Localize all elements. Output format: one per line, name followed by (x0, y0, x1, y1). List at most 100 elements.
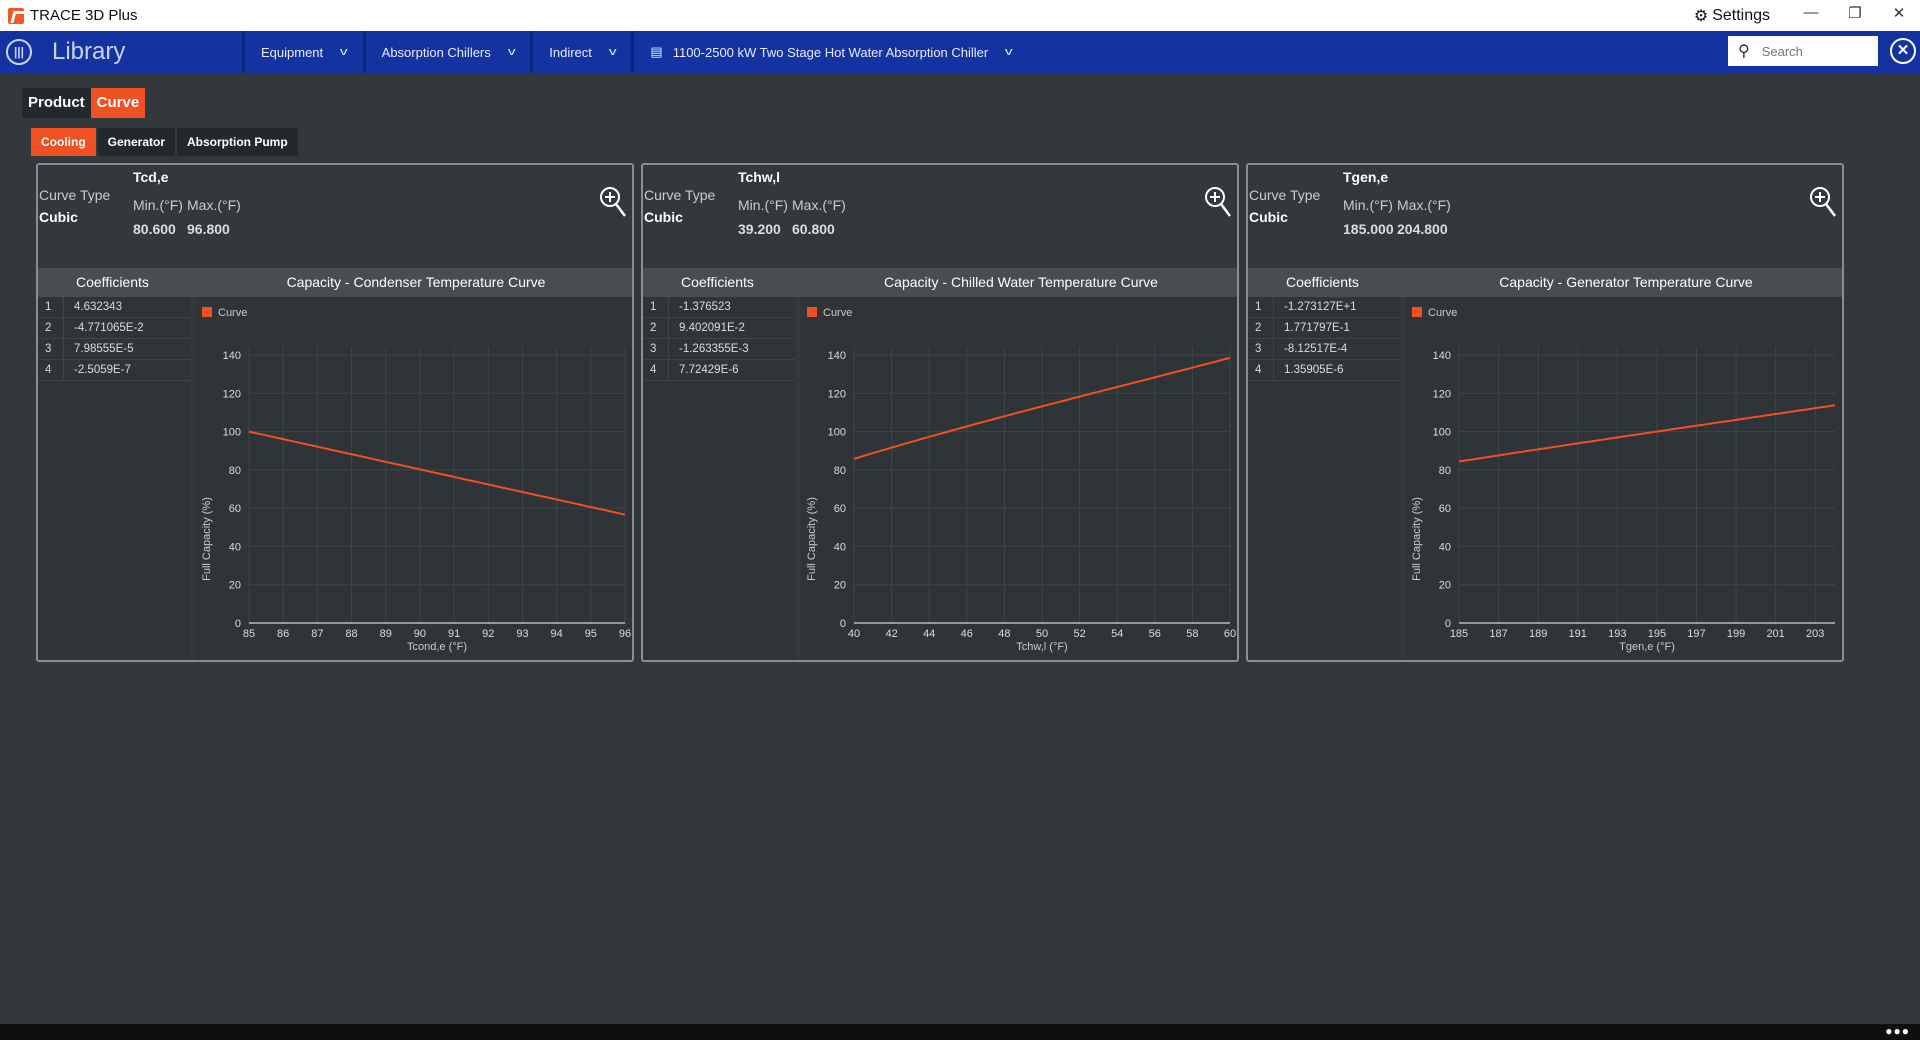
zoom-in-icon[interactable] (1808, 185, 1838, 219)
breadcrumb-equipment[interactable]: Equipment v (242, 31, 363, 73)
panel-header: Coefficients Capacity - Chilled Water Tem… (643, 268, 1237, 297)
chevron-down-icon: v (340, 46, 348, 58)
panel-header: Coefficients Capacity - Generator Tempera… (1248, 268, 1842, 297)
y-tick-label: 0 (840, 618, 846, 630)
x-tick-label: 91 (448, 628, 460, 640)
chart: Curve 0 20 40 60 80 100 120 140 185 187 189 191 193 19… (1406, 297, 1842, 660)
restore-icon[interactable]: ❐ (1848, 5, 1862, 22)
min-value: 185.000 (1343, 221, 1394, 237)
sub-tabs: Cooling Generator Absorption Pump (31, 128, 300, 156)
legend-label: Curve (1428, 307, 1457, 319)
y-tick-label: 140 (1433, 350, 1451, 362)
legend-swatch (1412, 307, 1422, 317)
close-library-icon[interactable]: ✕ (1890, 38, 1916, 64)
x-tick-label: 54 (1111, 628, 1123, 640)
y-tick-label: 20 (229, 580, 241, 592)
curve-panel: Tchw,l Curve Type Cubic Min.(°F) Max.(°F… (641, 163, 1239, 662)
y-tick-label: 120 (828, 388, 846, 400)
x-tick-label: 195 (1648, 628, 1666, 640)
x-tick-label: 189 (1529, 628, 1547, 640)
breadcrumb-absorption-chillers[interactable]: Absorption Chillers v (362, 31, 531, 73)
chart-svg: Curve 0 20 40 60 80 100 120 140 185 187 189 191 193 19… (1411, 307, 1836, 653)
max-value: 96.800 (187, 221, 230, 237)
minimize-icon[interactable]: — (1803, 4, 1819, 21)
coefficient-row: 2 1.771797E-1 (1248, 318, 1400, 339)
max-label: Max.(°F) (187, 197, 241, 213)
y-tick-label: 100 (1433, 427, 1451, 439)
x-tick-label: 197 (1687, 628, 1705, 640)
min-label: Min.(°F) (133, 197, 183, 213)
breadcrumb-product[interactable]: ▤ 1100-2500 kW Two Stage Hot Water Absorp… (631, 31, 1027, 73)
curve-panel: Tgen,e Curve Type Cubic Min.(°F) Max.(°F… (1246, 163, 1844, 662)
tab-generator[interactable]: Generator (97, 128, 176, 156)
legend-swatch (807, 307, 817, 317)
x-tick-label: 58 (1186, 628, 1198, 640)
zoom-in-icon[interactable] (598, 185, 628, 219)
curve-line (248, 430, 626, 516)
tab-product[interactable]: Product (22, 88, 91, 118)
app-logo-icon (8, 7, 24, 24)
y-tick-label: 0 (235, 618, 241, 630)
gear-icon: ⚙ (1693, 8, 1709, 25)
x-tick-label: 96 (619, 628, 631, 640)
zoom-in-icon[interactable] (1203, 185, 1233, 219)
x-tick-label: 42 (885, 628, 897, 640)
chart: Curve 0 20 40 60 80 100 120 140 85 86 87 88 89 90 91 92 9… (196, 297, 632, 660)
coefficients-table: 1 4.632343 2 -4.771065E-2 3 7.98555E-5 4 -2.505… (38, 297, 190, 660)
app-title: TRACE 3D Plus (30, 7, 138, 24)
legend-swatch (202, 307, 212, 317)
x-tick-label: 86 (277, 628, 289, 640)
legend-label: Curve (218, 307, 247, 319)
settings-button[interactable]: ⚙ Settings (1693, 7, 1770, 25)
max-value: 60.800 (792, 221, 835, 237)
close-window-icon[interactable]: ✕ (1892, 5, 1906, 22)
min-value: 39.200 (738, 221, 781, 237)
x-tick-label: 85 (243, 628, 255, 640)
x-tick-label: 48 (998, 628, 1010, 640)
search-icon: ⚲ (1738, 43, 1750, 60)
max-label: Max.(°F) (792, 197, 846, 213)
y-tick-label: 140 (828, 350, 846, 362)
x-tick-label: 46 (961, 628, 973, 640)
x-tick-label: 191 (1569, 628, 1587, 640)
coefficient-row: 3 7.98555E-5 (38, 339, 190, 360)
breadcrumb-indirect[interactable]: Indirect v (530, 31, 631, 73)
y-tick-label: 40 (834, 541, 846, 553)
library-icon[interactable]: ||| (6, 39, 32, 65)
coefficient-row: 1 -1.273127E+1 (1248, 297, 1400, 318)
x-tick-label: 60 (1224, 628, 1236, 640)
curve-type-value: Cubic (39, 209, 78, 225)
coefficient-row: 3 -1.263355E-3 (643, 339, 795, 360)
main-tabs: Product Curve (22, 88, 146, 118)
y-axis-label: Full Capacity (%) (1411, 497, 1423, 581)
chart-title: Capacity - Condenser Temperature Curve (286, 274, 546, 290)
coefficient-row: 1 4.632343 (38, 297, 190, 318)
x-axis-label: Tgen,e (°F) (1619, 641, 1675, 653)
variable-name: Tcd,e (133, 169, 169, 185)
y-axis-label: Full Capacity (%) (201, 497, 213, 581)
search-input[interactable]: ⚲ Search (1728, 36, 1878, 66)
chart-title: Capacity - Generator Temperature Curve (1499, 274, 1753, 290)
x-tick-label: 44 (923, 628, 935, 640)
y-tick-label: 80 (834, 465, 846, 477)
curve-line (1458, 404, 1836, 463)
library-title: Library (52, 38, 126, 65)
curve-type-label: Curve Type (39, 187, 111, 203)
tab-absorption-pump[interactable]: Absorption Pump (177, 128, 298, 156)
x-tick-label: 90 (414, 628, 426, 640)
more-icon[interactable]: ●●● (1885, 1024, 1910, 1038)
tab-curve[interactable]: Curve (90, 88, 146, 118)
x-axis-label: Tcond,e (°F) (407, 641, 467, 653)
chevron-down-icon: v (507, 46, 516, 58)
coefficients-table: 1 -1.273127E+1 2 1.771797E-1 3 -8.12517E-4 4 1.… (1248, 297, 1400, 660)
chart-title: Capacity - Chilled Water Temperature Cur… (884, 274, 1158, 290)
x-tick-label: 193 (1608, 628, 1626, 640)
y-tick-label: 20 (834, 580, 846, 592)
panel-header: Coefficients Capacity - Condenser Tempera… (38, 268, 632, 297)
library-nav: ||| Library Equipment v Absorption Chille… (0, 31, 1920, 73)
coefficients-header: Coefficients (681, 274, 754, 290)
coefficients-header: Coefficients (76, 274, 149, 290)
curve-line (853, 356, 1231, 460)
tab-cooling[interactable]: Cooling (31, 128, 96, 156)
y-tick-label: 80 (229, 465, 241, 477)
